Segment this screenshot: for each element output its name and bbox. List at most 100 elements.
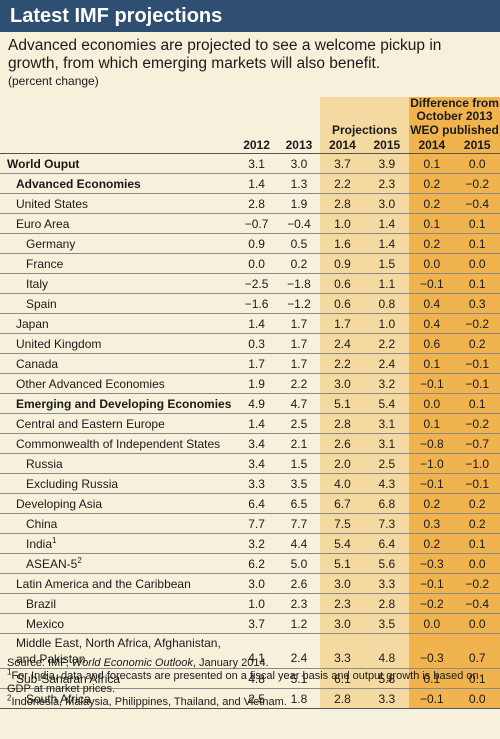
value-cell: 0.2 — [454, 513, 500, 534]
value-cell: 3.3 — [364, 688, 410, 709]
value-cell: −0.4 — [454, 593, 500, 614]
value-cell: 4.1 — [235, 633, 278, 669]
value-cell: −0.8 — [409, 433, 455, 454]
value-cell: 6.4 — [364, 533, 410, 554]
value-cell: 7.7 — [277, 513, 321, 534]
footer-notes: Source: IMF, World Economic Outlook, Jan… — [0, 655, 500, 709]
value-cell: 3.2 — [235, 533, 278, 554]
value-cell: 3.0 — [320, 573, 365, 594]
row-label: Sub-Saharan Africa — [0, 668, 236, 689]
value-cell: 3.5 — [277, 473, 321, 494]
value-cell: 0.7 — [454, 633, 500, 669]
value-cell: 4.7 — [277, 393, 321, 414]
value-cell: −1.0 — [454, 453, 500, 474]
row-label: South Africa — [0, 688, 236, 709]
projections-table: Difference from October 2013 Projections… — [0, 97, 500, 709]
table-row: Emerging and Developing Economies 4.9 4.7 5… — [0, 393, 500, 414]
value-cell: −0.3 — [409, 553, 455, 574]
value-cell: 0.6 — [320, 293, 365, 314]
table-row: ASEAN-52 6.2 5.0 5.1 5.6 −0.3 0.0 — [0, 553, 500, 574]
value-cell: 0.2 — [409, 533, 455, 554]
projections-header: Projections — [320, 123, 410, 137]
value-cell: −0.2 — [454, 313, 500, 334]
value-cell: 0.2 — [409, 233, 455, 254]
value-cell: 4.3 — [364, 473, 410, 494]
value-cell: 0.0 — [235, 253, 278, 274]
value-cell: 0.0 — [454, 688, 500, 709]
row-label: Latin America and the Caribbean — [0, 573, 236, 594]
table-row: United States 2.8 1.9 2.8 3.0 0.2 −0.4 — [0, 193, 500, 214]
value-cell: 1.7 — [320, 313, 365, 334]
value-cell: 1.4 — [235, 173, 278, 194]
value-cell: 0.1 — [409, 153, 455, 174]
row-label: Developing Asia — [0, 493, 236, 514]
value-cell: 0.2 — [409, 493, 455, 514]
value-cell: 5.6 — [364, 553, 410, 574]
value-cell: 0.6 — [409, 333, 455, 354]
value-cell: 6.8 — [364, 493, 410, 514]
row-label: Mexico — [0, 613, 236, 634]
value-cell: 0.0 — [409, 253, 455, 274]
row-label: Central and Eastern Europe — [0, 413, 236, 434]
value-cell: 1.0 — [320, 213, 365, 234]
subtitle: Advanced economies are projected to see … — [8, 37, 442, 72]
value-cell: 0.1 — [454, 273, 500, 294]
table-row: Latin America and the Caribbean 3.0 2.6 3.0… — [0, 573, 500, 594]
page-title: Latest IMF projections — [0, 0, 500, 32]
row-label: Advanced Economies — [0, 173, 236, 194]
value-cell: 2.4 — [277, 633, 321, 669]
value-cell: 4.9 — [235, 393, 278, 414]
value-cell: 2.3 — [277, 593, 321, 614]
value-cell: 1.3 — [277, 173, 321, 194]
value-cell: 5.4 — [364, 393, 410, 414]
value-cell: 7.3 — [364, 513, 410, 534]
value-cell: 0.1 — [409, 213, 455, 234]
value-cell: 3.4 — [235, 433, 278, 454]
value-cell: 0.4 — [409, 293, 455, 314]
value-cell: 3.1 — [235, 153, 278, 174]
value-cell: 3.0 — [277, 153, 321, 174]
table-row: Central and Eastern Europe 1.4 2.5 2.8 3.1 0.… — [0, 413, 500, 434]
row-label: Japan — [0, 313, 236, 334]
value-cell: 1.2 — [277, 613, 321, 634]
value-cell: 6.4 — [235, 493, 278, 514]
value-cell: 2.2 — [320, 173, 365, 194]
table-row: Spain −1.6 −1.2 0.6 0.8 0.4 0.3 — [0, 293, 500, 314]
value-cell: 6.5 — [277, 493, 321, 514]
table-row: Japan 1.4 1.7 1.7 1.0 0.4 −0.2 — [0, 313, 500, 334]
value-cell: 6.1 — [320, 668, 365, 689]
value-cell: 3.0 — [364, 193, 410, 214]
table-row: Mexico 3.7 1.2 3.0 3.5 0.0 0.0 — [0, 613, 500, 634]
value-cell: 2.6 — [277, 573, 321, 594]
value-cell: 0.5 — [277, 233, 321, 254]
value-cell: −0.2 — [409, 593, 455, 614]
value-cell: 2.2 — [320, 353, 365, 374]
value-cell: 4.0 — [320, 473, 365, 494]
row-label: Germany — [0, 233, 236, 254]
value-cell: −0.7 — [235, 213, 278, 234]
value-cell: 1.8 — [277, 688, 321, 709]
row-label: Russia — [0, 453, 236, 474]
table-row: China 7.7 7.7 7.5 7.3 0.3 0.2 — [0, 513, 500, 534]
value-cell: 0.2 — [454, 333, 500, 354]
table-row: India1 3.2 4.4 5.4 6.4 0.2 0.1 — [0, 533, 500, 554]
table-row: Developing Asia 6.4 6.5 6.7 6.8 0.2 0.2 — [0, 493, 500, 514]
value-cell: 2.8 — [320, 193, 365, 214]
difference-header-line1: Difference from — [409, 96, 500, 110]
value-cell: 2.1 — [277, 433, 321, 454]
year-header: 2013 — [277, 137, 321, 154]
value-cell: 3.9 — [364, 153, 410, 174]
value-cell: 3.2 — [364, 373, 410, 394]
row-label: Spain — [0, 293, 236, 314]
value-cell: 2.2 — [364, 333, 410, 354]
table-row: United Kingdom 0.3 1.7 2.4 2.2 0.6 0.2 — [0, 333, 500, 354]
row-label: Euro Area — [0, 213, 236, 234]
row-label: Other Advanced Economies — [0, 373, 236, 394]
value-cell: 2.5 — [235, 688, 278, 709]
value-cell: 1.4 — [364, 233, 410, 254]
value-cell: 3.1 — [364, 413, 410, 434]
difference-header-line2: October 2013 — [409, 110, 500, 123]
value-cell: 0.0 — [454, 253, 500, 274]
value-cell: 3.3 — [364, 573, 410, 594]
